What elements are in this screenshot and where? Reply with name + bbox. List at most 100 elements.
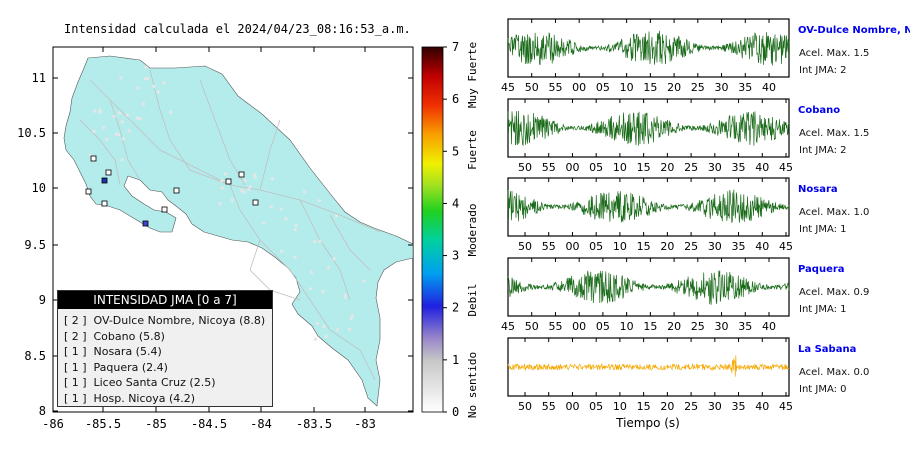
x-tick-label: -84 (250, 417, 272, 431)
trace-x-tick-label: 10 (620, 81, 634, 94)
colorbar-category-label: Muy Fuerte (466, 42, 479, 108)
city-dot (112, 114, 116, 119)
waveform-trace (507, 110, 790, 147)
colorbar-ticks: 0 1 2 3 4 5 6 7 (443, 40, 459, 419)
trace-x-tick-label: 10 (613, 161, 627, 174)
trace-station-name: Nosara (798, 184, 838, 195)
legend-level: [ 1 ] (64, 376, 87, 390)
city-dot (220, 186, 224, 190)
city-dot (223, 172, 228, 176)
city-dot (92, 129, 96, 133)
trace-x-tick-label: 55 (542, 240, 556, 253)
city-dot (98, 108, 102, 112)
waveform-panels: 45 50 55 00 05 10 15 20 25 30 35 40 50 55 00 05 10 15 20 25… (501, 18, 793, 430)
legend-level: [ 1 ] (64, 391, 87, 405)
legend-station-name: Paquera (2.4) (90, 360, 168, 374)
trace-int-jma: Int JMA: 2 (799, 145, 847, 156)
station-marker (85, 188, 92, 195)
city-dot (349, 317, 353, 321)
city-dot (317, 198, 322, 203)
trace-x-tick-label: 40 (755, 400, 769, 413)
station-marker (173, 187, 180, 194)
city-dot (293, 228, 297, 232)
city-dot (280, 249, 284, 253)
map-area (63, 55, 413, 407)
trace-x-tick-label: 45 (779, 161, 793, 174)
city-dot (348, 327, 352, 332)
trace-x-tick-label: 25 (691, 81, 705, 94)
city-dot (102, 126, 106, 130)
station-marker (238, 171, 245, 178)
city-dot (279, 207, 283, 211)
city-dot (125, 113, 130, 117)
x-tick-label: -85.5 (85, 417, 121, 431)
city-dot (169, 110, 173, 114)
city-dot (144, 65, 148, 69)
trace-x-tick-label: 55 (548, 81, 562, 94)
intensity-colorbar (421, 46, 444, 413)
city-dot (127, 129, 131, 133)
trace-x-tick-label: 05 (589, 400, 603, 413)
city-dot (313, 337, 317, 341)
colorbar-category-label: Moderado (466, 204, 479, 257)
trace-x-tick-label: 25 (684, 161, 698, 174)
x-tick-label: -84.5 (191, 417, 227, 431)
station-marker (225, 178, 232, 185)
city-dot (284, 216, 288, 221)
city-dot (146, 77, 150, 81)
trace-x-tick-label: 00 (572, 320, 586, 333)
y-tick-label: 11 (32, 71, 46, 85)
y-tick-label: 9 (39, 293, 46, 307)
city-dot (118, 111, 122, 115)
x-tick-label: -85 (145, 417, 167, 431)
trace-x-tick-label: 00 (572, 81, 586, 94)
trace-x-tick-label: 55 (542, 161, 556, 174)
y-tick-label: 9.5 (24, 238, 46, 252)
trace-x-tick-label: 15 (637, 400, 651, 413)
trace-x-tick-label: 25 (684, 400, 698, 413)
trace-x-tick-label: 05 (596, 81, 610, 94)
colorbar-category-label: No sentido (466, 352, 479, 418)
legend-item: [ 1 ] Hosp. Nicoya (4.2) (64, 391, 272, 407)
trace-station-name: OV-Dulce Nombre, Nicoya (798, 25, 910, 36)
waveform-trace (507, 355, 790, 377)
city-dot (269, 205, 273, 209)
colorbar-tick-label: 2 (452, 301, 459, 315)
city-dot (138, 117, 143, 121)
city-markers (88, 65, 366, 341)
waveform-trace (507, 189, 790, 223)
city-dot (105, 137, 109, 141)
city-dot (120, 120, 124, 124)
city-dot (230, 198, 234, 202)
city-dot (253, 176, 257, 180)
trace-x-tick-label: 05 (589, 240, 603, 253)
city-dot (120, 158, 124, 162)
city-dot (321, 289, 325, 294)
city-dot (119, 76, 123, 80)
trace-x-tick-label: 00 (565, 161, 579, 174)
trace-station-info: Acel. Max. 0.0 Int JMA: 0 (799, 364, 869, 398)
y-tick-label: 8 (39, 404, 46, 418)
waveform-trace (507, 30, 790, 66)
city-dot (343, 295, 347, 300)
trace-station-info: Acel. Max. 1.5 Int JMA: 2 (799, 125, 869, 159)
city-dot (247, 187, 251, 192)
trace-x-tick-label: 30 (715, 320, 729, 333)
city-dot (335, 328, 339, 332)
legend-level: [ 2 ] (64, 314, 87, 327)
trace-station-name: Paquera (798, 264, 845, 275)
trace-station-info: Acel. Max. 0.9 Int JMA: 1 (799, 284, 869, 318)
trace-x-tick-label: 35 (738, 320, 752, 333)
trace-acel-max: Acel. Max. 1.5 (799, 48, 870, 59)
trace-x-tick-label: 45 (779, 400, 793, 413)
intensity-legend: INTENSIDAD JMA [0 a 7] [ 2 ] OV-Dulce No… (57, 290, 273, 407)
city-dot (308, 287, 313, 291)
colorbar-labels: No sentido Debil Moderado Fuerte Muy Fuerte (466, 42, 479, 418)
city-dot (315, 321, 320, 326)
legend-station-name: Liceo Santa Cruz (2.5) (90, 376, 216, 390)
city-dot (152, 84, 156, 89)
map-title: Intensidad calculada el 2024/04/23_08:16… (64, 22, 411, 36)
city-dot (324, 334, 328, 339)
trace-x-tick-label: 00 (565, 240, 579, 253)
trace-x-tick-label: 30 (708, 400, 722, 413)
